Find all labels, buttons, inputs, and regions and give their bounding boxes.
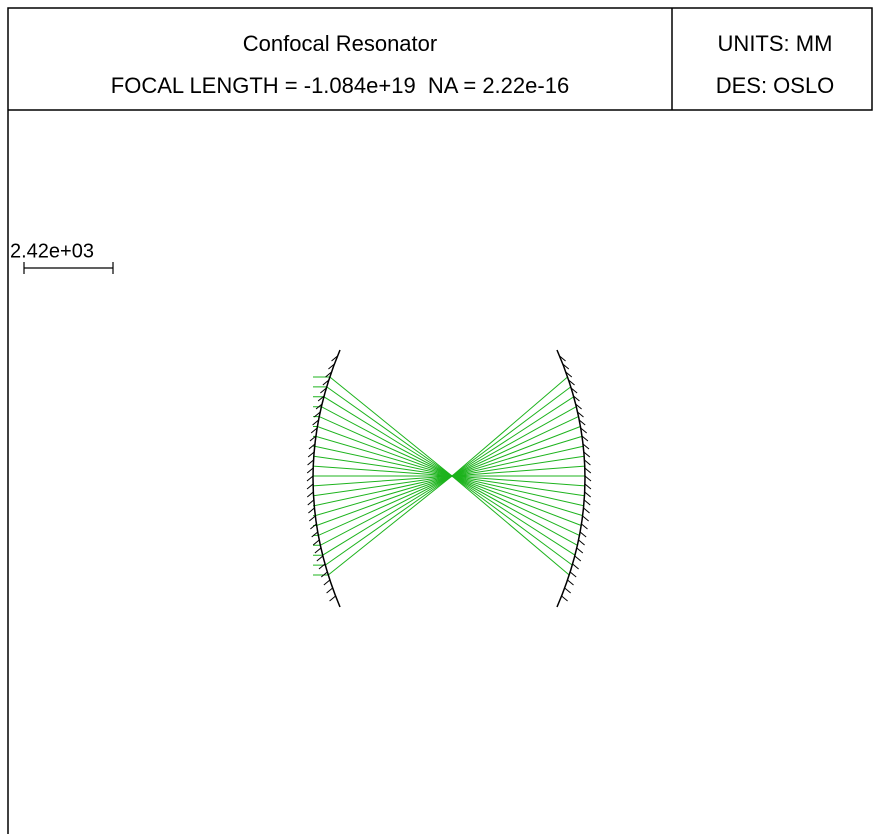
hatch-mark	[318, 563, 326, 570]
hatch-mark	[323, 579, 331, 586]
hatch-mark	[583, 451, 591, 458]
hatch-mark	[580, 427, 587, 434]
hatch-mark	[577, 411, 584, 418]
hatch-mark	[314, 547, 322, 554]
hatch-mark	[306, 491, 314, 498]
hatch-mark	[313, 411, 321, 418]
hatch-mark	[317, 395, 325, 402]
hatch-mark	[306, 475, 314, 482]
title: Confocal Resonator	[243, 31, 437, 56]
hatch-mark	[584, 459, 591, 466]
hatch-mark	[569, 571, 577, 578]
hatch-mark	[326, 587, 333, 594]
hatch-mark	[559, 355, 566, 362]
hatch-mark	[567, 579, 574, 586]
hatch-mark	[316, 555, 324, 562]
hatch-mark	[572, 563, 579, 570]
ray	[313, 435, 583, 517]
hatch-mark	[329, 595, 336, 602]
hatch-mark	[565, 371, 573, 378]
designer: DES: OSLO	[716, 73, 835, 98]
hatch-mark	[570, 387, 578, 394]
ray	[313, 396, 576, 556]
ray	[313, 406, 577, 546]
hatch-mark	[562, 363, 570, 370]
mirror-hatching	[306, 355, 592, 602]
rays	[313, 376, 585, 576]
hatch-mark	[322, 379, 330, 386]
hatch-mark	[582, 443, 590, 450]
hatch-mark	[581, 523, 588, 530]
hatch-mark	[307, 459, 314, 466]
left-mirror	[312, 349, 341, 608]
hatch-mark	[312, 539, 320, 546]
hatch-mark	[306, 483, 314, 490]
ray	[313, 376, 570, 576]
hatch-mark	[581, 435, 589, 442]
scale-bar	[23, 262, 114, 274]
hatch-mark	[309, 435, 317, 442]
hatch-mark	[310, 427, 318, 434]
hatch-mark	[579, 531, 587, 538]
hatch-mark	[325, 371, 332, 378]
hatch-mark	[584, 467, 592, 474]
ray	[313, 416, 580, 536]
ray	[313, 396, 574, 556]
hatch-mark	[315, 403, 323, 410]
hatch-mark	[307, 499, 315, 506]
frame	[7, 7, 873, 834]
hatch-mark	[312, 419, 319, 426]
hatch-mark	[584, 475, 592, 482]
hatch-mark	[311, 531, 319, 538]
hatch-mark	[564, 587, 571, 594]
ray	[313, 376, 568, 576]
ray	[313, 386, 572, 566]
ray	[313, 435, 583, 517]
scale-label: 2.42e+03	[10, 240, 94, 262]
hatch-mark	[306, 467, 314, 474]
hatch-mark	[308, 515, 316, 522]
right-mirror	[556, 349, 586, 608]
hatch-mark	[561, 595, 568, 602]
hatch-mark	[584, 483, 592, 490]
hatch-mark	[578, 419, 586, 426]
ray	[313, 386, 573, 566]
hatch-mark	[308, 507, 315, 514]
hatch-mark	[328, 363, 335, 370]
ray	[313, 426, 582, 526]
hatch-mark	[310, 523, 317, 530]
hatch-mark	[307, 451, 315, 458]
hatch-mark	[582, 515, 589, 522]
hatch-mark	[568, 379, 575, 386]
hatch-mark	[578, 539, 585, 546]
hatch-mark	[575, 403, 582, 410]
units: UNITS: MM	[718, 31, 833, 56]
hatch-mark	[320, 387, 327, 394]
hatch-mark	[331, 355, 338, 362]
hatch-mark	[583, 499, 591, 506]
hatch-mark	[320, 571, 328, 578]
hatch-mark	[573, 395, 580, 402]
hatch-mark	[583, 507, 590, 514]
subtitle: FOCAL LENGTH = -1.084e+19 NA = 2.22e-16	[111, 73, 569, 98]
ray	[313, 406, 578, 546]
ray	[313, 445, 584, 507]
hatch-mark	[574, 555, 582, 562]
hatch-mark	[308, 443, 316, 450]
ray	[313, 416, 579, 536]
hatch-mark	[584, 491, 592, 498]
hatch-mark	[576, 547, 584, 554]
